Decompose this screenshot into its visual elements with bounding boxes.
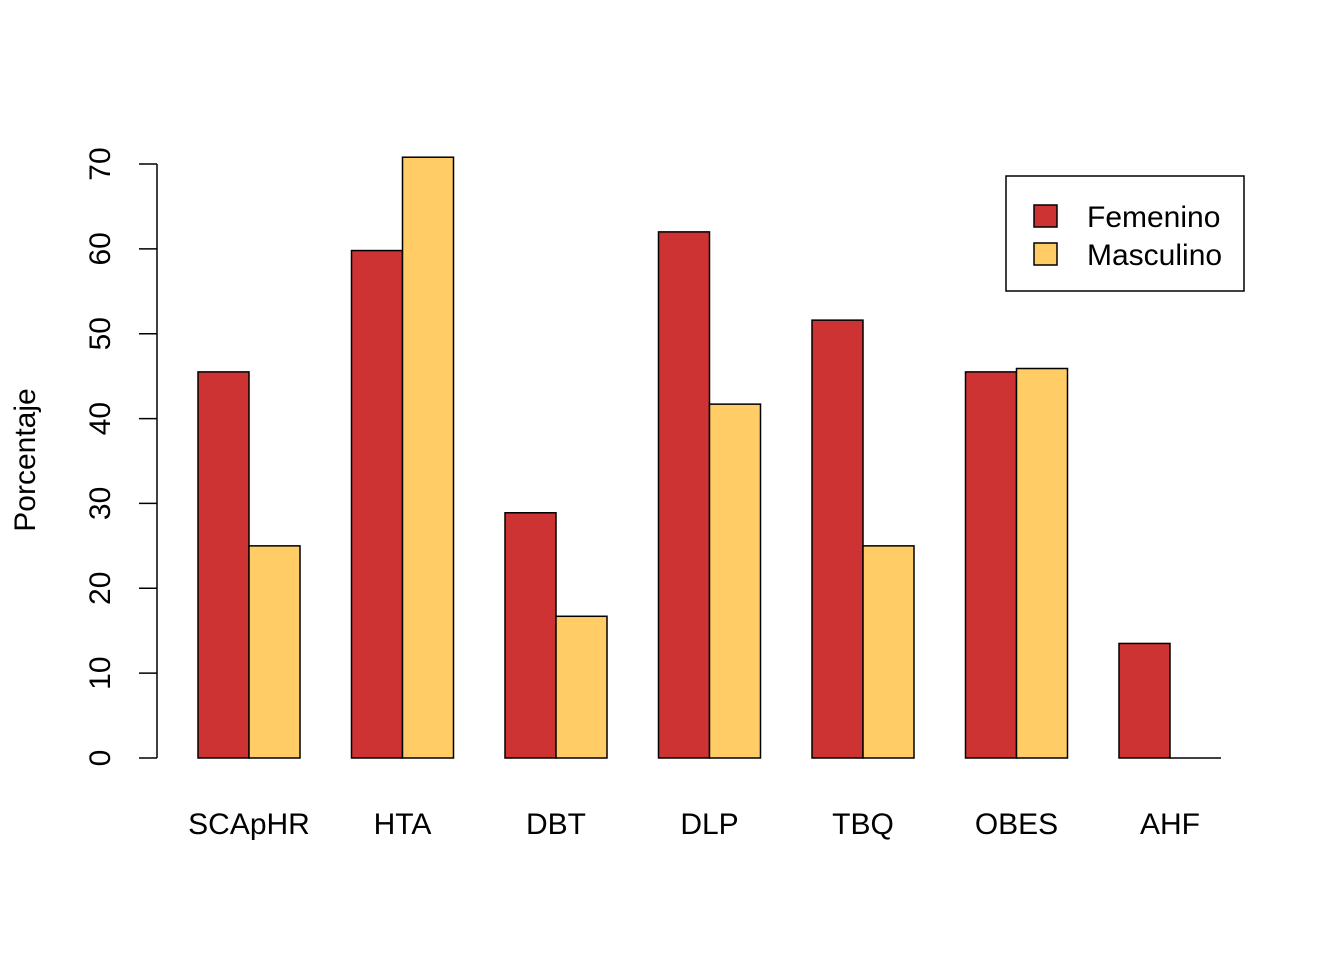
y-axis: 0 10 20 30 40 50 60 70 — [84, 147, 158, 767]
y-tick-label: 10 — [84, 656, 117, 689]
bar-obes-femenino — [964, 371, 1018, 759]
legend: Femenino Masculino — [1005, 175, 1245, 292]
bar-dlp-masculino — [708, 403, 762, 759]
category-label-dbt: DBT — [526, 808, 586, 841]
category-label-hta: HTA — [374, 808, 432, 841]
y-tick-label: 20 — [84, 572, 117, 605]
bar-tbq-masculino — [862, 545, 915, 759]
legend-box — [1005, 175, 1245, 292]
bar-scaphr-femenino — [197, 371, 250, 759]
bar-dlp-femenino — [657, 231, 711, 759]
bar-dbt-femenino — [504, 512, 557, 759]
category-label-obes: OBES — [975, 808, 1058, 841]
y-axis-title: Porcentaje — [9, 388, 42, 531]
y-tick-label: 60 — [84, 232, 117, 265]
category-label-tbq: TBQ — [832, 808, 894, 841]
y-tick-label: 70 — [84, 147, 117, 180]
y-tick-label: 40 — [84, 402, 117, 435]
category-label-ahf: AHF — [1140, 808, 1200, 841]
legend-label-masculino: Masculino — [1087, 239, 1222, 272]
y-tick-label: 50 — [84, 317, 117, 350]
bar-scaphr-masculino — [248, 545, 301, 759]
y-tick-label: 30 — [84, 487, 117, 520]
bar-hta-masculino — [401, 156, 455, 759]
category-label-scaphr: SCApHR — [188, 808, 310, 841]
category-label-dlp: DLP — [680, 808, 738, 841]
legend-swatch-masculino — [1033, 242, 1058, 266]
legend-label-femenino: Femenino — [1087, 201, 1220, 234]
bar-tbq-femenino — [811, 319, 864, 759]
y-tick-label: 0 — [84, 750, 117, 767]
bar-ahf-femenino — [1118, 642, 1171, 759]
category-labels: SCApHR HTA DBT DLP TBQ OBES AHF — [188, 808, 1200, 841]
bars-group — [197, 156, 1221, 759]
bar-hta-femenino — [350, 249, 404, 759]
legend-swatch-femenino — [1033, 204, 1058, 228]
bar-obes-masculino — [1015, 367, 1069, 759]
bar-dbt-masculino — [555, 615, 608, 759]
